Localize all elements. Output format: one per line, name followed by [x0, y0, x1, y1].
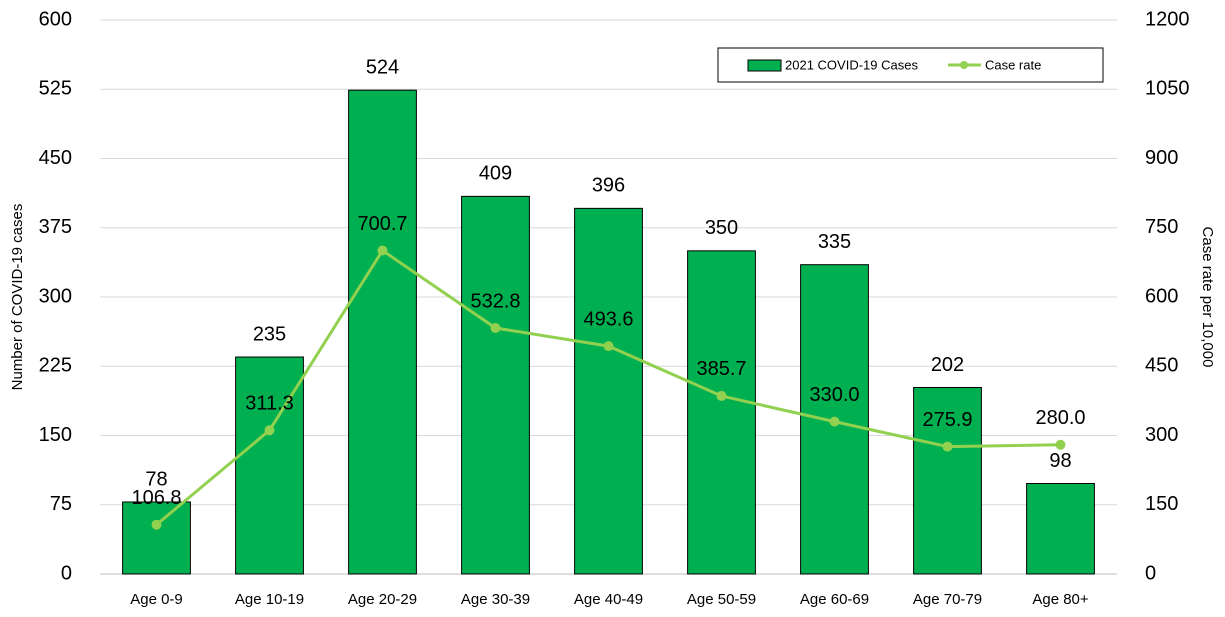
- y2-axis-title: Case rate per 10,000: [1199, 227, 1216, 368]
- line-data-label: 532.8: [470, 290, 520, 312]
- legend-label: Case rate: [985, 57, 1041, 72]
- bar: [687, 250, 756, 575]
- line-point: [490, 323, 501, 334]
- line-data-label: 106.8: [131, 487, 181, 509]
- bar: [1026, 483, 1095, 575]
- line-data-label: 330.0: [809, 384, 859, 406]
- bar-data-label: 202: [931, 354, 964, 376]
- line-point: [264, 425, 275, 436]
- y-tick-label: 75: [50, 493, 72, 515]
- x-tick-label: Age 10-19: [235, 591, 304, 608]
- bar-data-label: 98: [1049, 450, 1071, 472]
- y-tick-label: 0: [61, 562, 72, 584]
- bar: [235, 356, 304, 575]
- bar-data-label: 335: [818, 231, 851, 253]
- x-tick-label: Age 60-69: [800, 591, 869, 608]
- y2-tick-label: 300: [1145, 424, 1178, 446]
- line-data-label: 311.3: [245, 393, 294, 415]
- bar-data-label: 78: [145, 468, 167, 490]
- y-tick-label: 150: [39, 424, 72, 446]
- line-data-label: 275.9: [922, 409, 972, 431]
- y2-tick-label: 900: [1145, 147, 1178, 169]
- x-tick-label: Age 30-39: [461, 591, 530, 608]
- x-tick-label: Age 40-49: [574, 591, 643, 608]
- y2-tick-label: 600: [1145, 285, 1178, 307]
- bar: [913, 386, 982, 575]
- x-tick-label: Age 70-79: [913, 591, 982, 608]
- y2-tick-label: 150: [1145, 493, 1178, 515]
- line-point: [151, 519, 162, 530]
- bar-data-label: 524: [366, 56, 399, 78]
- line-data-label: 700.7: [357, 213, 407, 235]
- line-point: [942, 441, 953, 452]
- bar: [461, 195, 530, 575]
- bar-data-label: 235: [253, 323, 286, 345]
- line-data-label: 385.7: [696, 358, 746, 380]
- line-data-label: 493.6: [583, 308, 633, 330]
- y-tick-label: 600: [39, 8, 72, 30]
- y-axis-title: Number of COVID-19 cases: [9, 204, 26, 391]
- line-point: [1055, 439, 1066, 450]
- legend-label: 2021 COVID-19 Cases: [785, 57, 918, 72]
- y-tick-label: 300: [39, 285, 72, 307]
- legend: 2021 COVID-19 Cases Case rate: [717, 47, 1104, 83]
- x-tick-label: Age 50-59: [687, 591, 756, 608]
- y-tick-label: 375: [39, 216, 72, 238]
- bar: [348, 89, 417, 575]
- x-tick-label: Age 20-29: [348, 591, 417, 608]
- y-tick-label: 525: [39, 78, 72, 100]
- line-point: [377, 245, 388, 256]
- y2-tick-label: 1200: [1145, 8, 1190, 30]
- bar: [574, 207, 643, 575]
- line-point: [829, 416, 840, 427]
- y2-tick-label: 1050: [1145, 78, 1190, 100]
- x-tick-label: Age 0-9: [130, 591, 183, 608]
- y2-tick-label: 450: [1145, 355, 1178, 377]
- line-data-label: 280.0: [1035, 407, 1085, 429]
- y2-tick-label: 750: [1145, 216, 1178, 238]
- bar-data-label: 350: [705, 217, 738, 239]
- y-tick-label: 450: [39, 147, 72, 169]
- legend-swatch-point: [959, 61, 968, 69]
- line-point: [603, 341, 614, 352]
- legend-swatch: [747, 59, 782, 72]
- x-tick-label: Age 80+: [1032, 591, 1089, 608]
- y-tick-label: 225: [39, 355, 72, 377]
- bar-data-label: 396: [592, 175, 625, 197]
- bar-data-label: 409: [479, 163, 512, 185]
- legend-box: [717, 47, 1104, 83]
- line-point: [716, 390, 727, 401]
- y2-tick-label: 0: [1145, 562, 1156, 584]
- bar: [122, 501, 191, 575]
